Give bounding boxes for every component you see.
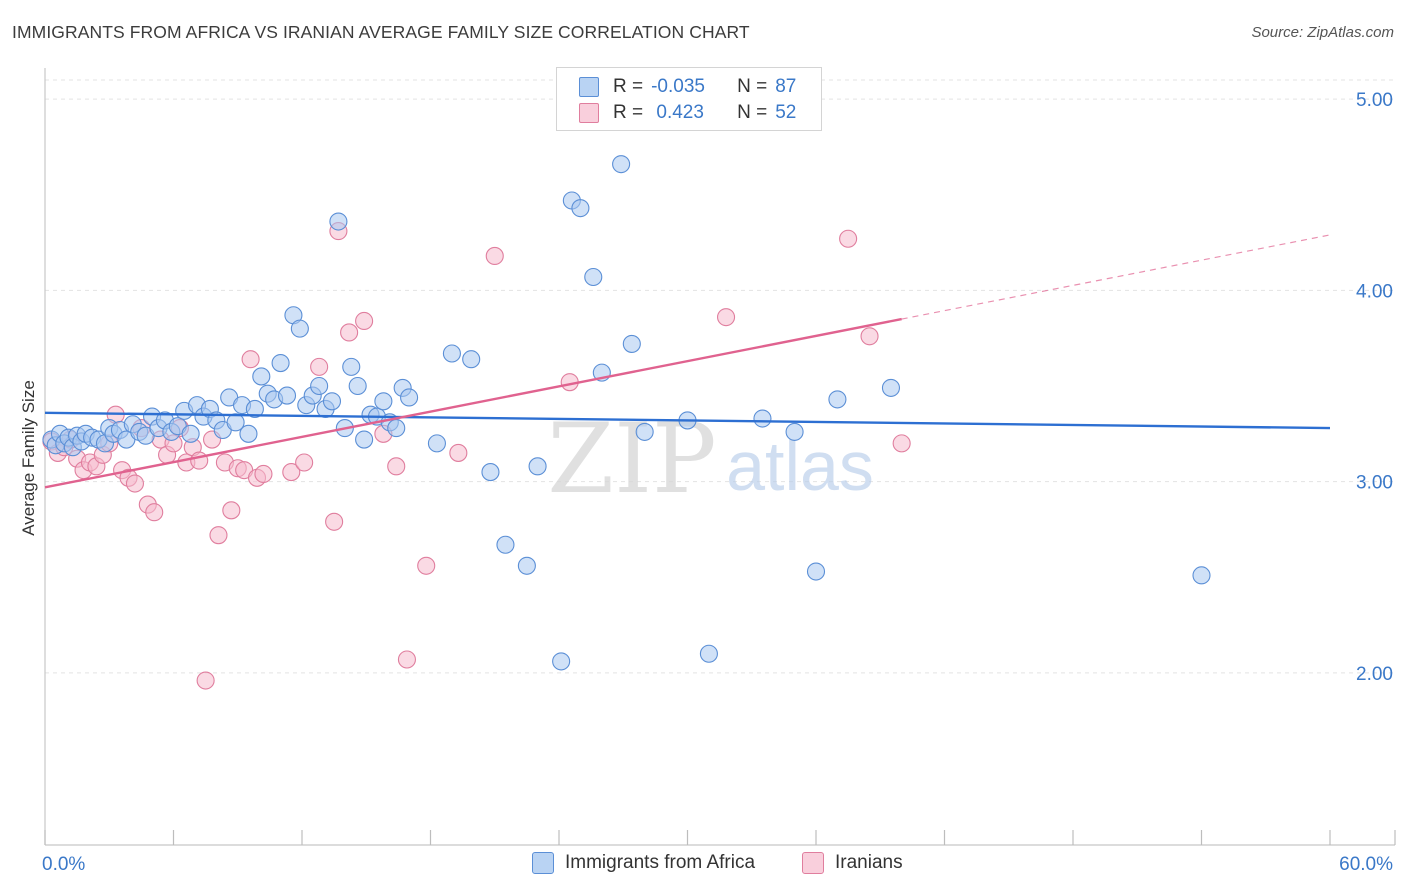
africa-point <box>226 413 245 432</box>
africa-point <box>310 376 329 396</box>
legend-r-value: -0.035 <box>651 76 705 97</box>
africa-point <box>400 388 419 407</box>
africa-point <box>496 535 515 554</box>
iranians-point <box>485 246 504 265</box>
iranians-points <box>42 222 911 690</box>
legend-n-label: N = <box>737 76 768 97</box>
iranians-point <box>295 453 314 472</box>
africa-point <box>427 434 446 453</box>
africa-point <box>290 319 309 338</box>
correlation-legend: R = -0.035 N = 87 R = 0.423 N = 52 <box>556 67 822 131</box>
y-tick-label: 4.00 <box>1356 281 1393 302</box>
africa-point <box>329 212 348 231</box>
iranians-point <box>241 350 260 369</box>
africa-point <box>785 422 804 441</box>
legend-r-value: 0.423 <box>651 102 704 123</box>
bottom-legend-iranians: Iranians <box>802 852 903 874</box>
iranians-point <box>282 463 301 482</box>
africa-point <box>528 457 547 476</box>
africa-point <box>374 392 393 411</box>
iranians-point <box>716 308 736 327</box>
africa-point <box>622 334 641 353</box>
axes <box>44 68 1396 846</box>
africa-points <box>42 155 1211 671</box>
africa-point <box>552 652 571 671</box>
africa-point <box>828 390 847 409</box>
legend-row-iranians: R = 0.423 N = 52 <box>579 101 796 125</box>
bottom-legend-africa: Immigrants from Africa <box>532 852 755 874</box>
iranians-point <box>355 311 374 331</box>
iranians-swatch <box>802 852 824 874</box>
legend-row-africa: R = -0.035 N = 87 <box>579 75 796 99</box>
africa-point <box>387 419 406 438</box>
iranians-point <box>145 503 164 522</box>
chart-title: IMMIGRANTS FROM AFRICA VS IRANIAN AVERAG… <box>12 22 750 42</box>
africa-point <box>635 422 654 441</box>
iranians-legend-label: Iranians <box>835 852 903 873</box>
africa-point <box>271 353 290 373</box>
africa-point <box>239 424 258 443</box>
africa-point <box>245 399 264 419</box>
africa-point <box>442 344 461 363</box>
africa-trend-line <box>44 411 1331 430</box>
africa-point <box>571 199 590 218</box>
africa-point <box>322 392 342 411</box>
watermark-atlas: atlas <box>726 427 874 505</box>
africa-point <box>348 376 367 396</box>
iranians-point <box>190 451 209 470</box>
iranians-trend-line <box>44 317 902 489</box>
iranians-point <box>125 474 144 493</box>
africa-swatch <box>532 852 554 874</box>
iranians-point <box>387 457 406 476</box>
iranians-point <box>860 327 879 346</box>
tick-labels: 2.00 3.00 4.00 5.00 0.0% 60.0% <box>42 90 1393 875</box>
iranians-point <box>340 323 359 342</box>
y-tick-label: 3.00 <box>1356 473 1393 494</box>
y-tick-label: 2.00 <box>1356 664 1393 685</box>
y-axis-label: Average Family Size <box>19 380 38 536</box>
iranians-swatch <box>579 103 599 123</box>
iranians-point <box>325 512 344 531</box>
africa-point <box>612 155 631 174</box>
africa-legend-label: Immigrants from Africa <box>565 852 756 873</box>
africa-point <box>881 378 901 397</box>
africa-point <box>699 644 718 663</box>
iranians-point <box>196 671 215 690</box>
iranians-point <box>892 434 911 453</box>
y-tick-label: 5.00 <box>1356 90 1393 111</box>
africa-point <box>355 430 374 449</box>
iranians-point <box>397 650 416 669</box>
iranians-point <box>449 443 468 462</box>
legend-n-value: 87 <box>775 76 797 97</box>
africa-point <box>181 424 200 443</box>
source-label: Source: ZipAtlas.com <box>1251 24 1394 41</box>
africa-point <box>1192 566 1211 585</box>
legend-r-label: R = <box>613 102 644 123</box>
iranians-point <box>254 464 273 484</box>
x-tick-label: 60.0% <box>1339 854 1393 875</box>
legend-r-label: R = <box>613 76 644 97</box>
iranians-point <box>222 501 241 520</box>
africa-swatch <box>579 77 599 97</box>
grid-lines <box>45 79 1395 674</box>
africa-point <box>517 556 536 575</box>
africa-point <box>753 409 772 428</box>
africa-point <box>806 562 826 581</box>
africa-point <box>481 463 500 482</box>
iranians-trend-extension <box>901 234 1331 320</box>
africa-point <box>462 350 481 369</box>
trend-lines <box>44 234 1331 489</box>
africa-point <box>342 357 361 376</box>
iranians-point <box>310 357 329 376</box>
iranians-point <box>209 526 228 545</box>
x-tick-label: 0.0% <box>42 854 85 875</box>
iranians-point <box>839 229 858 248</box>
legend-n-value: 52 <box>775 102 797 123</box>
africa-point <box>584 267 603 287</box>
africa-point <box>277 386 297 405</box>
africa-point <box>252 367 271 386</box>
legend-n-label: N = <box>737 102 768 123</box>
iranians-point <box>417 556 436 575</box>
